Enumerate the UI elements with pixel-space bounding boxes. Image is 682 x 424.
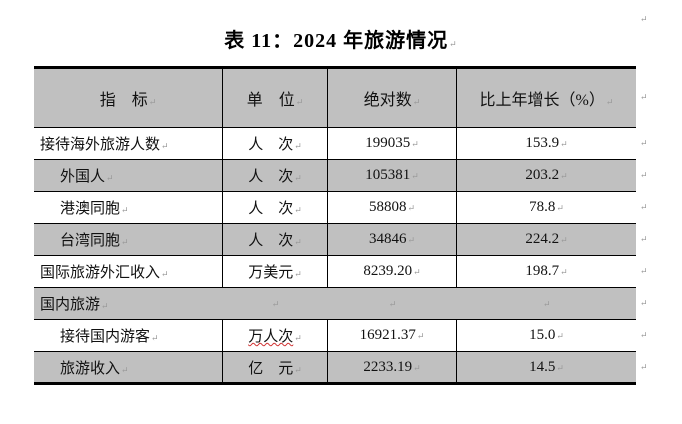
table-section-row: 国内旅游↵ ↵ ↵ ↵ (34, 287, 636, 320)
row-growth: 14.5↵ (456, 351, 636, 384)
row-label: 外国人↵ (34, 159, 223, 192)
row-growth: 153.9↵ (456, 127, 636, 160)
row-growth: 78.8↵ (456, 191, 636, 224)
row-value: 8239.20↵ (327, 255, 457, 288)
table-title: 表 11：2024 年旅游情况↵ (224, 30, 458, 52)
table-row: 台湾同胞↵ 人 次↵ 34846↵ 224.2↵ (34, 223, 636, 256)
row-label: 港澳同胞↵ (34, 191, 223, 224)
row-unit: 人 次↵ (222, 127, 328, 160)
row-growth: 198.7↵ (456, 255, 636, 288)
paragraph-mark: ↵ (640, 170, 648, 180)
row-growth: ↵ (456, 287, 636, 320)
table-header-row: 指 标↵ 单 位↵ 绝对数↵ 比上年增长（%）↵ (34, 67, 636, 128)
paragraph-mark: ↵ (640, 330, 648, 340)
paragraph-mark: ↵ (640, 298, 648, 308)
table-row: 接待海外旅游人数↵ 人 次↵ 199035↵ 153.9↵ (34, 127, 636, 160)
table-row: 外国人↵ 人 次↵ 105381↵ 203.2↵ (34, 159, 636, 192)
paragraph-mark: ↵ (640, 266, 648, 276)
row-value: 58808↵ (327, 191, 457, 224)
row-growth: 224.2↵ (456, 223, 636, 256)
row-unit: 人 次↵ (222, 223, 328, 256)
row-value: ↵ (327, 287, 457, 320)
row-value: 105381↵ (327, 159, 457, 192)
row-growth: 15.0↵ (456, 319, 636, 352)
row-unit: ↵ (222, 287, 328, 320)
row-label: 国内旅游↵ (34, 287, 223, 320)
header-unit: 单 位↵ (222, 67, 328, 128)
row-unit: 万人次↵ (222, 319, 328, 352)
table-row: 港澳同胞↵ 人 次↵ 58808↵ 78.8↵ (34, 191, 636, 224)
row-unit: 人 次↵ (222, 191, 328, 224)
paragraph-mark: ↵ (640, 14, 648, 24)
paragraph-mark: ↵ (640, 138, 648, 148)
row-unit: 万美元↵ (222, 255, 328, 288)
header-indicator: 指 标↵ (34, 67, 223, 128)
row-unit: 人 次↵ (222, 159, 328, 192)
row-growth: 203.2↵ (456, 159, 636, 192)
table-row: 国际旅游外汇收入↵ 万美元↵ 8239.20↵ 198.7↵ (34, 255, 636, 288)
paragraph-mark: ↵ (640, 234, 648, 244)
row-value: 34846↵ (327, 223, 457, 256)
row-label: 国际旅游外汇收入↵ (34, 255, 223, 288)
row-label: 旅游收入↵ (34, 351, 223, 384)
row-value: 2233.19↵ (327, 351, 457, 384)
paragraph-mark: ↵ (640, 92, 648, 102)
row-label: 台湾同胞↵ (34, 223, 223, 256)
table-row: 接待国内游客↵ 万人次↵ 16921.37↵ 15.0↵ (34, 319, 636, 352)
paragraph-mark: ↵ (640, 362, 648, 372)
row-unit: 亿 元↵ (222, 351, 328, 384)
header-absolute: 绝对数↵ (327, 67, 457, 128)
tourism-table: 指 标↵ 单 位↵ 绝对数↵ 比上年增长（%）↵ 接待海外旅游人数↵ 人 次↵ … (34, 66, 636, 385)
table-row: 旅游收入↵ 亿 元↵ 2233.19↵ 14.5↵ (34, 351, 636, 384)
header-growth: 比上年增长（%）↵ (456, 67, 636, 128)
row-label: 接待国内游客↵ (34, 319, 223, 352)
paragraph-mark: ↵ (640, 202, 648, 212)
row-value: 16921.37↵ (327, 319, 457, 352)
row-value: 199035↵ (327, 127, 457, 160)
row-label: 接待海外旅游人数↵ (34, 127, 223, 160)
